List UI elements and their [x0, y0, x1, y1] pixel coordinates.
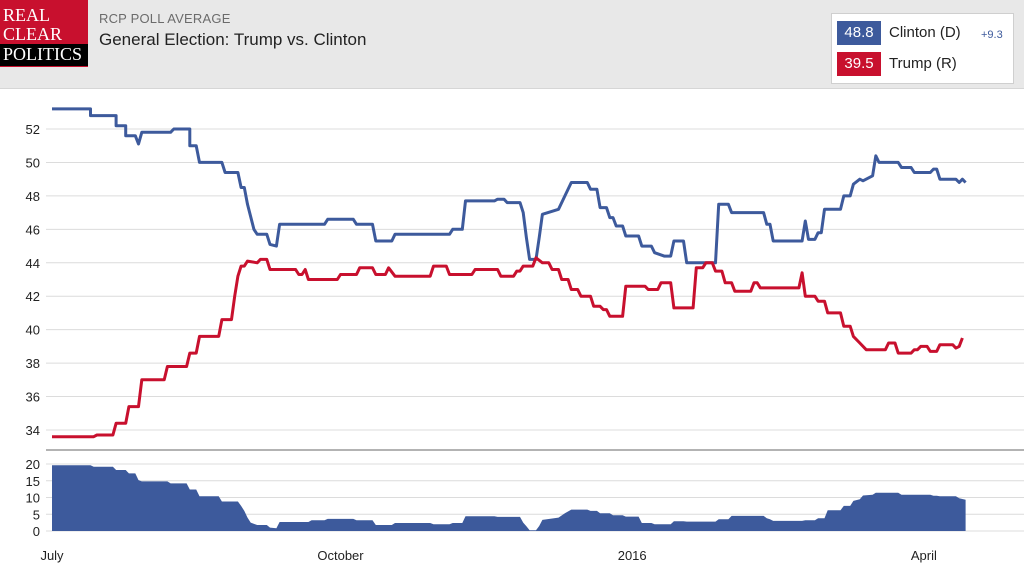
logo-line-1: REAL [3, 5, 50, 25]
spread-y-tick-0: 0 [33, 524, 40, 539]
main-series [52, 107, 967, 439]
page-title: General Election: Trump vs. Clinton [99, 30, 367, 49]
main-y-tick-labels: 34 36 38 40 42 44 46 48 50 52 [26, 122, 40, 438]
clinton-line[interactable] [52, 107, 967, 265]
trump-value-badge: 39.5 [837, 52, 881, 76]
y-tick-42: 42 [26, 289, 40, 304]
y-tick-34: 34 [26, 423, 40, 438]
chart-header: REAL CLEAR POLITICS RCP POLL AVERAGE Gen… [0, 0, 1024, 88]
rcp-logo[interactable]: REAL CLEAR POLITICS [0, 0, 88, 67]
chart-svg: 34 36 38 40 42 44 46 48 50 52 0 510 15 20 July Octobe… [26, 107, 1024, 563]
spread-area[interactable] [52, 465, 966, 531]
spread-y-tick-20: 20 [26, 457, 40, 472]
y-tick-36: 36 [26, 390, 40, 405]
spread-y-tick-10: 10 [26, 491, 40, 506]
spread-y-tick-15: 15 [26, 474, 40, 489]
main-gridlines [46, 128, 1024, 431]
legend-item-clinton[interactable]: 48.8 Clinton (D) +9.3 [837, 21, 1007, 45]
spread-series [52, 465, 966, 531]
clinton-label: Clinton (D) [889, 24, 961, 41]
x-tick-october: October [317, 548, 364, 563]
x-tick-july: July [40, 548, 64, 563]
spread-y-tick-5: 5 [33, 507, 40, 522]
x-tick-2016: 2016 [618, 548, 647, 563]
logo-line-3: POLITICS [0, 44, 88, 66]
trump-label: Trump (R) [889, 55, 957, 72]
y-tick-38: 38 [26, 356, 40, 371]
clinton-value-badge: 48.8 [837, 21, 881, 45]
trump-line[interactable] [52, 256, 964, 439]
y-tick-44: 44 [26, 256, 40, 271]
legend-item-trump[interactable]: 39.5 Trump (R) [837, 52, 1007, 76]
clinton-spread: +9.3 [981, 29, 1003, 41]
y-tick-40: 40 [26, 323, 40, 338]
chart-area: 34 36 38 40 42 44 46 48 50 52 0 5 10 15 20 July Octobe… [0, 88, 1024, 570]
x-tick-labels: July October 2016 April [40, 548, 937, 563]
y-tick-50: 50 [26, 155, 40, 170]
y-tick-48: 48 [26, 189, 40, 204]
spread-y-tick-labels: 0 510 15 20 [26, 457, 40, 539]
y-tick-46: 46 [26, 222, 40, 237]
x-tick-april: April [911, 548, 937, 563]
subtitle: RCP POLL AVERAGE [99, 11, 231, 26]
logo-line-2: CLEAR [3, 24, 63, 44]
legend-box: 48.8 Clinton (D) +9.3 39.5 Trump (R) [831, 13, 1014, 84]
y-tick-52: 52 [26, 122, 40, 137]
